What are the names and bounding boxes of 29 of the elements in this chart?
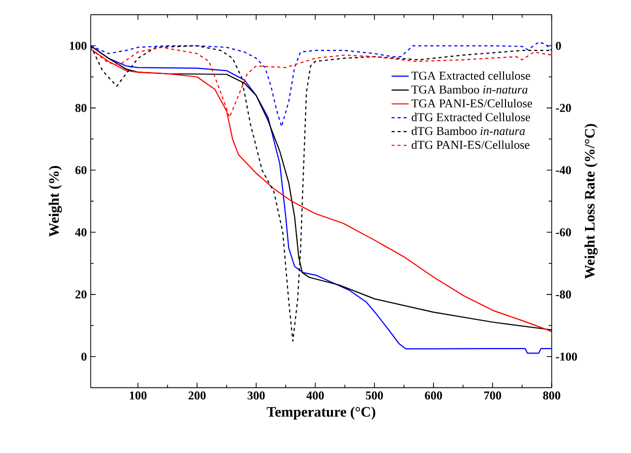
x-tick-label: 600 — [424, 391, 442, 400]
y2-tick-label: -80 — [556, 290, 571, 298]
legend-label: dTG PANI-ES/Cellulose — [412, 140, 530, 149]
y2-tick-label: 0 — [556, 42, 561, 50]
y-axis-title: Weight (%) — [48, 166, 62, 237]
x-tick-label: 800 — [543, 391, 560, 400]
y-tick-label: 80 — [75, 104, 87, 112]
x-tick-label: 500 — [366, 391, 383, 400]
y-tick-label: 20 — [75, 290, 87, 298]
legend-label: dTG Bamboo in-natura — [412, 126, 525, 136]
x-tick-label: 300 — [248, 391, 265, 400]
legend-label: TGA PANI-ES/Cellulose — [411, 98, 532, 108]
x-axis-title: Temperature (°C) — [266, 406, 376, 420]
y2-tick-label: -100 — [556, 352, 577, 361]
y2-axis-title: Weight Loss Rate (%/°C) — [584, 124, 598, 279]
y2-tick-label: -20 — [556, 104, 571, 112]
y-tick-label: 100 — [70, 42, 87, 50]
legend-label: TGA Bamboo in-natura — [411, 85, 528, 94]
x-tick-label: 400 — [306, 391, 324, 400]
y2-tick-label: -60 — [556, 228, 571, 236]
x-tick-label: 200 — [188, 391, 206, 400]
legend-label: dTG Extracted Cellulose — [412, 112, 530, 122]
x-tick-label: 100 — [130, 391, 147, 400]
y2-tick-label: -40 — [556, 166, 571, 174]
y-tick-label: 0 — [81, 352, 87, 361]
x-tick-label: 700 — [484, 391, 502, 400]
y-tick-label: 60 — [75, 166, 87, 174]
y-tick-label: 40 — [75, 228, 87, 236]
legend-label: TGA Extracted cellulose — [411, 71, 530, 80]
